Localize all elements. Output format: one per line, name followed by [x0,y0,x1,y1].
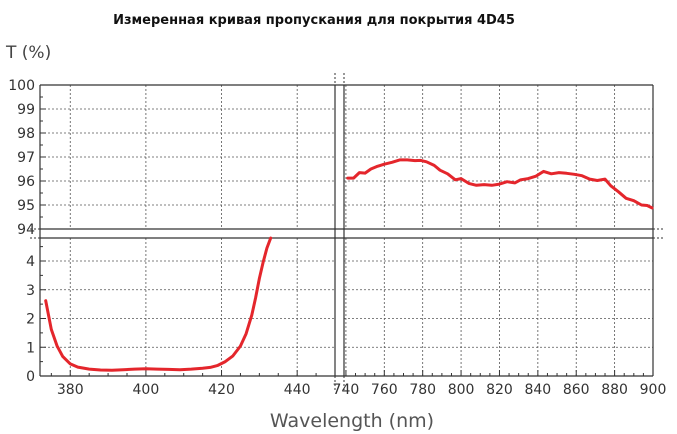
y-tick-label: 99 [17,102,35,118]
x-axis-label: Wavelength (nm) [270,410,434,432]
x-tick-label: 380 [57,382,84,398]
y-tick-label: 94 [17,222,35,238]
x-tick-label: 740 [333,382,360,398]
y-tick-label: 2 [26,312,35,328]
y-tick-label: 97 [17,150,35,166]
x-tick-label: 800 [448,382,475,398]
x-tick-label: 840 [524,382,551,398]
y-tick-label: 4 [26,254,35,270]
y-tick-label: 0 [26,369,35,385]
x-tick-label: 820 [486,382,513,398]
series-line-long-wavelength [346,158,654,210]
series-line-short-wavelength [44,236,273,372]
axes-frame [30,73,663,390]
x-tick-label: 780 [409,382,436,398]
x-tick-label: 880 [601,382,628,398]
y-axis-label: T (%) [5,43,51,63]
x-tick-label: 760 [371,382,398,398]
x-tick-label: 400 [133,382,160,398]
y-tick-label: 96 [17,174,35,190]
y-tick-label: 98 [17,126,35,142]
x-tick-label: 440 [284,382,311,398]
y-tick-label: 1 [26,340,35,356]
x-tick-label: 420 [208,382,235,398]
x-tick-label: 860 [563,382,590,398]
series-layer [44,158,654,372]
grid [40,85,653,376]
tick-labels: 94 95 96 97 98 99 100 0 1 2 3 4 380 400 420 440 740 760 78… [8,78,666,398]
y-tick-label: 100 [8,78,35,94]
chart-title: Измеренная кривая пропускания для покрыт… [113,13,515,28]
x-tick-label: 900 [640,382,667,398]
y-tick-label: 3 [26,283,35,299]
y-tick-label: 95 [17,198,35,214]
